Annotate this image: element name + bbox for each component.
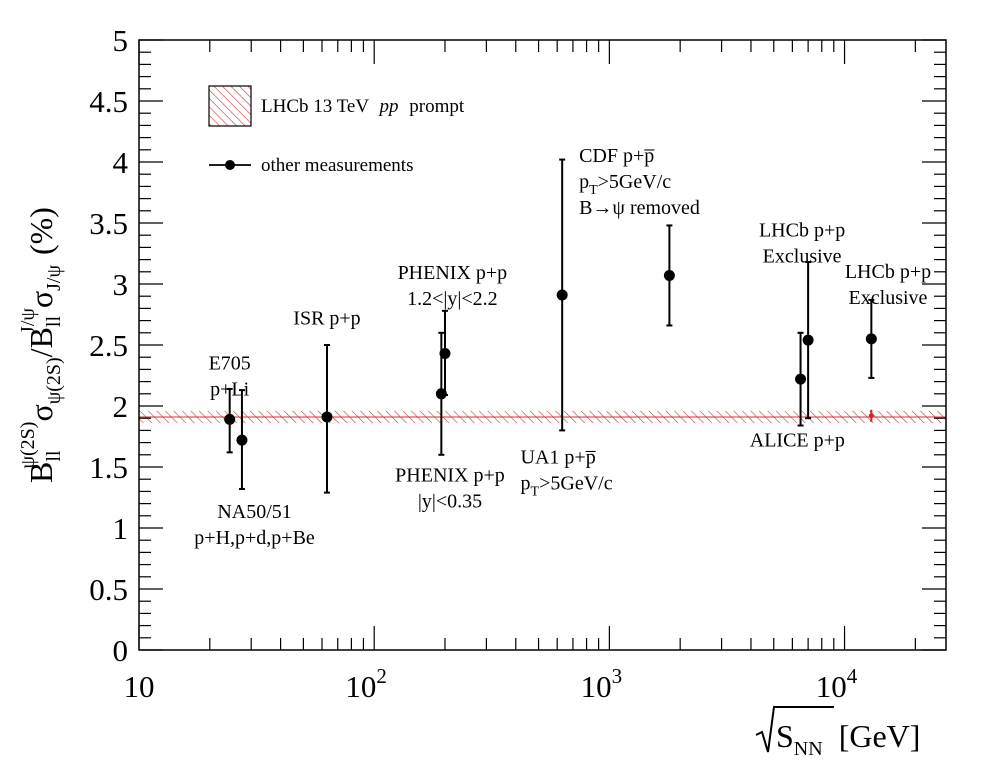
- data-point: [663, 269, 675, 281]
- y-tick-label: 2.5: [89, 328, 128, 363]
- annotation-text: ALICE p+p: [750, 429, 845, 451]
- annotation-text: p+Li: [210, 378, 249, 400]
- legend: LHCb 13 TeV pp prompt other measurements: [208, 85, 465, 176]
- data-point: [236, 434, 248, 446]
- annotation-text: UA1 p+p̅: [521, 446, 597, 468]
- data-point: [224, 413, 236, 425]
- y-axis-label: Bllψ(2S)σψ(2S)/BllJ/ψσJ/ψ(%): [17, 207, 65, 483]
- annotation-text: E705: [209, 352, 251, 374]
- y-tick-label: 1.5: [89, 450, 128, 485]
- y-tick-label: 1: [113, 511, 129, 546]
- annotation-text: Exclusive: [763, 245, 842, 267]
- annotation-text: NA50/51: [217, 501, 291, 523]
- y-tick-label: 0: [113, 633, 129, 668]
- x-tick-label: 104: [816, 664, 858, 704]
- data-points: [224, 158, 877, 494]
- legend-label-other: other measurements: [261, 155, 413, 176]
- y-tick-label: 4.5: [89, 84, 128, 119]
- annotation-text: LHCb p+p: [759, 219, 845, 241]
- annotation-text: PHENIX p+p: [395, 465, 505, 487]
- lhcb-point: [868, 413, 874, 419]
- data-point: [439, 348, 451, 360]
- annotation-text: pT>5GeV/c: [521, 472, 613, 499]
- legend-band-swatch: [208, 85, 252, 127]
- x-tick-label: 10: [124, 669, 155, 704]
- annotation-text: |y|<0.35: [418, 491, 482, 513]
- y-tick-label: 4: [113, 145, 129, 180]
- annotation-text: 1.2<|y|<2.2: [407, 288, 498, 310]
- y-tick-label: 0.5: [89, 572, 128, 607]
- data-point: [321, 411, 333, 423]
- legend-label-lhcb: LHCb 13 TeV pp prompt: [261, 96, 465, 117]
- data-point: [802, 334, 814, 346]
- lhcb-band-group: [139, 410, 946, 424]
- y-tick-label: 5: [113, 23, 129, 58]
- annotation-text: LHCb p+p: [845, 261, 931, 283]
- x-axis-label: SNN [GeV]: [755, 706, 920, 760]
- annotation-text: pT>5GeV/c: [579, 171, 671, 198]
- annotation-text: B→ψ removed: [579, 197, 700, 219]
- x-tick-label: 103: [581, 664, 623, 704]
- axis-ticks: 0 0.5 1 1.5 2 2.5 3 3.5 4 4.5 5 10 102 103 104: [89, 23, 946, 704]
- y-tick-label: 3: [113, 267, 129, 302]
- annotation-text: ISR p+p: [293, 307, 360, 329]
- legend-marker: [225, 160, 235, 170]
- annotation-text: CDF p+p̅: [579, 145, 655, 167]
- y-tick-label: 2: [113, 389, 129, 424]
- annotation-text: Exclusive: [849, 287, 928, 309]
- x-axis-label-text: SNN [GeV]: [776, 718, 920, 760]
- sqrt-sign: [755, 706, 834, 753]
- x-tick-label: 102: [345, 664, 387, 704]
- annotation-text: PHENIX p+p: [398, 262, 508, 284]
- data-point: [795, 373, 807, 385]
- data-point: [556, 289, 568, 301]
- plot-frame: [138, 39, 947, 651]
- annotation-text: p+H,p+d,p+Be: [194, 527, 315, 549]
- data-point: [865, 333, 877, 345]
- y-tick-label: 3.5: [89, 206, 128, 241]
- annotations: E705 p+Li NA50/51 p+H,p+d,p+Be ISR p+p PHENIX…: [194, 145, 931, 549]
